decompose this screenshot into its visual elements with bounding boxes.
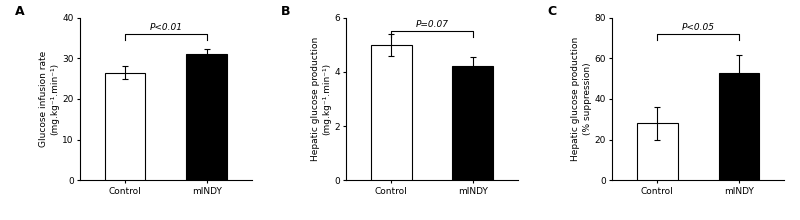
Bar xyxy=(453,66,494,180)
Text: P=0.07: P=0.07 xyxy=(415,20,449,29)
Bar xyxy=(105,73,146,180)
Text: P<0.01: P<0.01 xyxy=(150,23,182,32)
Text: C: C xyxy=(547,5,556,18)
Text: A: A xyxy=(14,5,24,18)
Bar xyxy=(370,45,411,180)
Text: P<0.05: P<0.05 xyxy=(682,23,714,32)
Y-axis label: Hepatic glucose production
(mg.kg⁻¹.min⁻¹): Hepatic glucose production (mg.kg⁻¹.min⁻… xyxy=(310,37,331,161)
Bar xyxy=(637,123,678,180)
Y-axis label: Hepatic glucose production
(% suppression): Hepatic glucose production (% suppressio… xyxy=(571,37,592,161)
Y-axis label: Glucose infusion rate
(mg.kg⁻¹.min⁻¹): Glucose infusion rate (mg.kg⁻¹.min⁻¹) xyxy=(38,51,59,147)
Bar xyxy=(718,73,759,180)
Text: B: B xyxy=(281,5,290,18)
Bar xyxy=(186,54,227,180)
